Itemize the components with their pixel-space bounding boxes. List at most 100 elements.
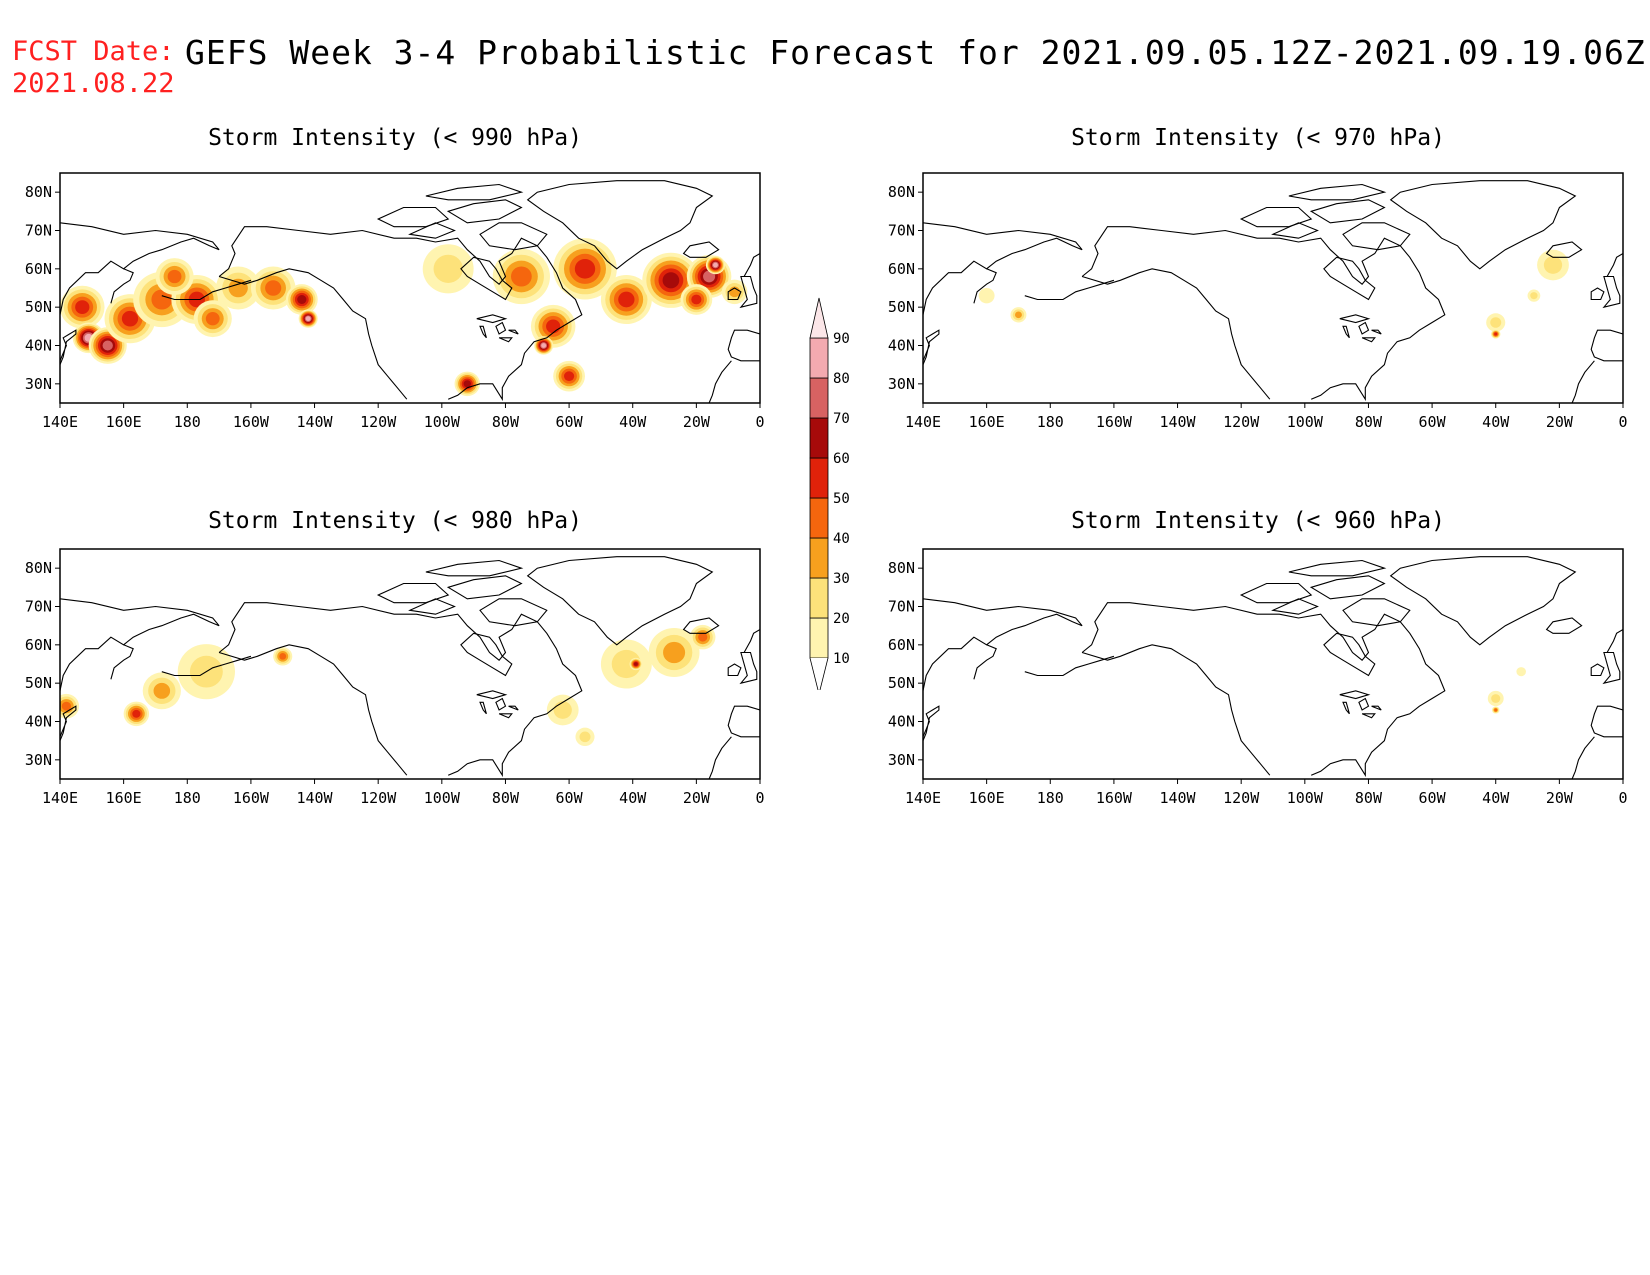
lon-tick-label: 160E (969, 413, 1005, 431)
japan-coast (60, 329, 77, 365)
prob-blob (575, 727, 595, 747)
prob-contour (663, 641, 686, 664)
lon-tick-label: 80W (1355, 789, 1383, 807)
colorbar-segment (809, 577, 829, 619)
lon-tick-label: 140E (905, 413, 941, 431)
iberia-coast (1590, 329, 1623, 362)
prob-blob (553, 360, 585, 392)
arctic-island-coast (479, 222, 548, 251)
great-lake-coast (508, 329, 519, 335)
lon-tick-label: 160E (106, 413, 142, 431)
colorbar-label: 80 (833, 371, 850, 387)
prob-contour (579, 731, 591, 743)
prob-blob (422, 244, 474, 294)
prob-blob (629, 657, 643, 671)
kamchatka-coast (973, 644, 997, 680)
colorbar-segment (809, 417, 829, 459)
panel-title-970: Storm Intensity (< 970 hPa) (1071, 125, 1445, 151)
north-america-coast (218, 602, 583, 778)
prob-blob (1486, 313, 1506, 332)
lon-tick-label: 100W (424, 413, 461, 431)
prob-blob (1487, 690, 1504, 707)
lon-tick-label: 80W (1355, 413, 1383, 431)
lon-tick-label: 100W (1287, 789, 1324, 807)
great-lake-coast (1358, 321, 1370, 335)
prob-contour (698, 632, 708, 642)
colorbar-segment (809, 537, 829, 579)
map-frame (59, 548, 761, 780)
lon-tick-label: 80W (492, 413, 520, 431)
iceland-coast (682, 617, 720, 634)
great-lake-coast (495, 697, 507, 711)
prob-blob (978, 288, 995, 304)
prob-contour (1015, 311, 1022, 319)
prob-contour (618, 291, 635, 308)
iberia-coast (1590, 705, 1623, 738)
lon-tick-label: 0 (1618, 789, 1627, 807)
prob-contour (546, 319, 561, 334)
coastlines (60, 556, 760, 779)
fcst-date-value: 2021.08.22 (12, 68, 175, 99)
lat-tick-label: 40N (888, 337, 915, 355)
iberia-coast (727, 705, 760, 738)
great-lake-coast (476, 314, 508, 324)
lon-tick-label: 180 (1037, 413, 1064, 431)
map-frame (922, 172, 1624, 404)
prob-contour (510, 266, 532, 287)
arctic-island-coast (425, 183, 524, 201)
lon-tick-label: 180 (174, 413, 201, 431)
arctic-island-coast (479, 598, 548, 627)
kamchatka-coast (110, 644, 134, 680)
prob-contour (691, 294, 702, 305)
lon-tick-label: 160W (1096, 413, 1133, 431)
lat-tick-label: 30N (25, 751, 52, 769)
lon-tick-label: 20W (683, 413, 711, 431)
great-lake-coast (495, 321, 507, 335)
prob-contour (61, 701, 71, 711)
japan-coast (923, 705, 940, 741)
lon-tick-label: 160E (969, 789, 1005, 807)
prob-contour (75, 300, 90, 315)
prob-blob (492, 248, 550, 305)
colorbar-segment (809, 377, 829, 419)
prob-contour (463, 380, 471, 388)
prob-contour (662, 272, 680, 289)
lon-tick-label: 160W (233, 789, 270, 807)
prob-contour (564, 371, 575, 382)
prob-contour (228, 278, 248, 298)
arctic-island-coast (1288, 183, 1387, 201)
greenland-coast (1389, 556, 1577, 646)
prob-blob (1491, 706, 1500, 714)
africa-coast (708, 736, 732, 779)
colorbar-segment (809, 497, 829, 539)
arctic-island-coast (1239, 206, 1313, 228)
arctic-island-coast (446, 575, 523, 600)
prob-contour (297, 295, 307, 304)
asia-coast (923, 598, 1083, 691)
arctic-island-coast (408, 598, 456, 615)
arctic-island-coast (1271, 598, 1319, 615)
lat-tick-label: 40N (25, 337, 52, 355)
prob-contour (279, 652, 287, 660)
prob-contour (574, 259, 596, 279)
north-america-coast (1081, 602, 1446, 778)
lon-tick-label: 120W (1223, 413, 1260, 431)
lat-tick-label: 80N (888, 559, 915, 577)
prob-blob (648, 627, 700, 678)
lon-tick-label: 100W (1287, 413, 1324, 431)
lon-tick-label: 80W (492, 789, 520, 807)
prob-blob (298, 309, 318, 328)
lon-tick-label: 160W (1096, 789, 1133, 807)
aleutians-coast (1024, 655, 1115, 677)
colorbar: 10 20 30 40 50 60 70 80 90 (809, 297, 850, 690)
north-america-west-coast (218, 644, 408, 776)
colorbar-label: 70 (833, 411, 850, 427)
iceland-coast (682, 241, 720, 258)
ireland-coast (1590, 663, 1605, 677)
hudson-bay-coast (460, 256, 513, 301)
lat-tick-label: 80N (25, 183, 52, 201)
lon-tick-label: 120W (1223, 789, 1260, 807)
asia-coast (923, 222, 1083, 315)
lon-tick-label: 180 (174, 789, 201, 807)
prob-contour (611, 649, 641, 679)
